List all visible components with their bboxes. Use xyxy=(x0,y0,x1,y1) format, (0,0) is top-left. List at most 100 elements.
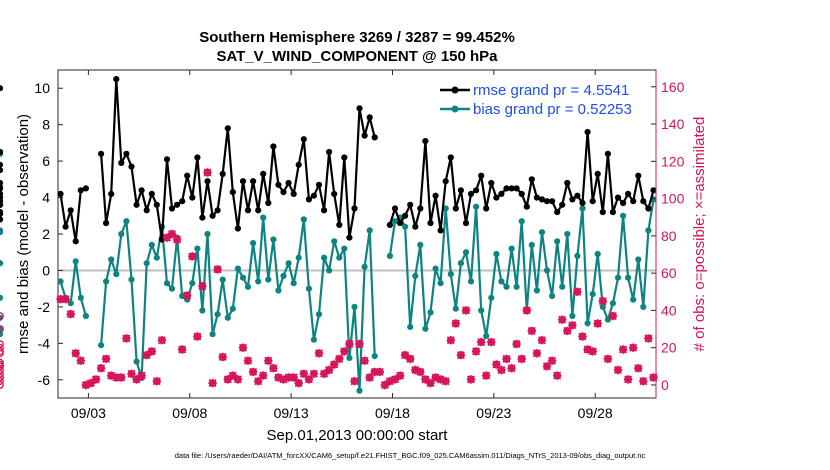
bias-point xyxy=(295,254,302,261)
obs-assimilated-point xyxy=(558,315,567,324)
obs-assimilated-point xyxy=(649,373,658,382)
bias-point xyxy=(219,276,226,283)
rmse-point xyxy=(609,209,617,216)
obs-assimilated-point xyxy=(289,373,298,382)
rmse-point xyxy=(194,154,201,161)
bias-point xyxy=(447,271,454,278)
bias-point xyxy=(168,285,176,292)
bias-point xyxy=(270,236,277,243)
rmse-point xyxy=(295,161,302,168)
bias-point xyxy=(554,238,561,245)
bias-point xyxy=(194,245,201,252)
y-tick-label: 10 xyxy=(34,80,50,96)
obs-assimilated-point xyxy=(593,319,602,328)
bias-point xyxy=(513,283,520,290)
y-tick-label: 4 xyxy=(42,190,50,206)
rmse-point xyxy=(528,176,535,183)
right-y-tick-label: 0 xyxy=(661,377,669,393)
bias-point xyxy=(123,218,130,225)
bias-point xyxy=(508,245,515,252)
obs-assimilated-point xyxy=(162,233,172,242)
rmse-point xyxy=(82,185,89,192)
rmse-point xyxy=(594,170,601,177)
rmse-point xyxy=(635,172,642,179)
rmse-point xyxy=(584,128,591,136)
obs-assimilated-point xyxy=(198,282,207,291)
rmse-point xyxy=(554,209,561,216)
bias-point xyxy=(452,305,459,312)
rmse-point xyxy=(62,223,69,230)
obs-assimilated-point xyxy=(71,349,80,358)
obs-assimilated-point xyxy=(213,265,222,274)
bias-point xyxy=(579,205,586,212)
bias-point xyxy=(305,285,312,292)
obs-assimilated-point xyxy=(644,334,653,343)
rmse-point xyxy=(326,148,333,156)
bias-point xyxy=(103,278,110,285)
bias-point xyxy=(209,331,216,338)
rmse-point xyxy=(0,185,4,192)
right-y-tick-label: 140 xyxy=(661,116,685,132)
bias-point xyxy=(0,294,4,301)
rmse-point xyxy=(432,192,439,199)
obs-assimilated-point xyxy=(512,339,521,349)
rmse-point xyxy=(214,207,221,214)
bias-point xyxy=(356,387,363,394)
obs-assimilated-point xyxy=(634,364,643,373)
obs-assimilated-point xyxy=(568,321,577,330)
x-tick-label: 09/28 xyxy=(578,405,613,421)
bias-point xyxy=(427,309,434,316)
bias-point xyxy=(417,241,424,248)
obs-assimilated-point xyxy=(446,336,455,345)
obs-possible-point xyxy=(0,373,4,382)
obs-assimilated-point xyxy=(314,349,324,358)
chart-subtitle: SAT_V_WIND_COMPONENT @ 150 hPa xyxy=(216,48,498,65)
right-y-tick-label: 20 xyxy=(661,340,677,356)
rmse-point xyxy=(108,190,115,197)
obs-assimilated-point xyxy=(294,378,303,388)
x-tick-label: 09/23 xyxy=(476,405,511,421)
obs-assimilated-point xyxy=(324,365,334,375)
bias-point xyxy=(310,336,317,343)
obs-assimilated-point xyxy=(563,326,572,336)
rmse-point xyxy=(488,179,495,187)
rmse-point xyxy=(204,178,211,185)
bias-point xyxy=(589,291,596,298)
bias-point xyxy=(488,294,495,301)
rmse-point xyxy=(163,156,171,163)
bias-point xyxy=(148,241,155,248)
bias-point xyxy=(478,307,485,314)
bias-point xyxy=(0,229,4,236)
rmse-point xyxy=(57,190,64,197)
bias-point xyxy=(113,271,120,278)
rmse-point xyxy=(255,207,262,214)
rmse-point xyxy=(77,187,84,194)
obs-assimilated-point xyxy=(137,371,146,380)
obs-assimilated-point xyxy=(309,369,319,378)
obs-assimilated-point xyxy=(304,375,314,384)
obs-assimilated-point xyxy=(406,354,415,364)
bias-point xyxy=(98,342,105,349)
obs-assimilated-point xyxy=(228,371,237,380)
bias-point xyxy=(204,230,211,238)
bias-point xyxy=(118,230,125,238)
obs-assimilated-point xyxy=(279,375,288,384)
obs-assimilated-point xyxy=(456,350,466,360)
bias-point xyxy=(57,278,64,285)
y-axis-label: rmse and bias (model - observation) xyxy=(15,114,32,354)
rmse-point xyxy=(366,114,373,121)
y-tick-label: -2 xyxy=(38,299,51,315)
rmse-series xyxy=(0,76,657,245)
obs-assimilated-point xyxy=(96,364,106,373)
rmse-point xyxy=(250,178,257,185)
obs-assimilated-point xyxy=(147,347,156,356)
bias-point xyxy=(467,278,475,285)
bias-point xyxy=(300,216,307,223)
rmse-point xyxy=(331,190,338,197)
rmse-point xyxy=(229,189,236,196)
obs-assimilated-point xyxy=(461,306,471,315)
obs-assimilated-point xyxy=(284,373,293,382)
rmse-point xyxy=(143,207,150,214)
bias-point xyxy=(594,250,601,258)
rmse-point xyxy=(371,134,378,141)
